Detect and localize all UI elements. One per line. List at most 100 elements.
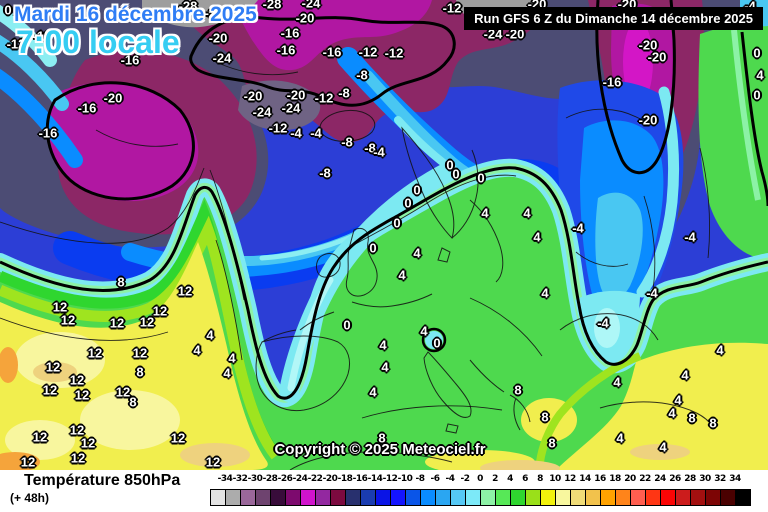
scale-tick-label: 28 bbox=[684, 474, 696, 484]
temp-label: -20 bbox=[527, 0, 547, 12]
scale-tick-label: -24 bbox=[292, 474, 308, 484]
scale-cell bbox=[720, 489, 736, 506]
temp-label: 8 bbox=[514, 382, 522, 398]
temp-label: -24 bbox=[483, 26, 503, 42]
temp-label: 12 bbox=[177, 283, 193, 299]
scale-tick-label: -26 bbox=[277, 474, 293, 484]
temp-label: -4 bbox=[597, 315, 609, 331]
temp-label: -16 bbox=[276, 42, 296, 58]
temp-label: -16 bbox=[602, 74, 622, 90]
temp-label: -24 bbox=[281, 100, 301, 116]
bright-magenta-core bbox=[623, 20, 653, 104]
temperature-field-map bbox=[0, 0, 768, 470]
scale-tick-label: 2 bbox=[492, 474, 498, 484]
scale-cell bbox=[375, 489, 391, 506]
temp-label: 12 bbox=[60, 312, 76, 328]
temp-label: 12 bbox=[69, 422, 85, 438]
temp-label: -20 bbox=[638, 37, 658, 53]
temp-label: -28 bbox=[178, 0, 198, 14]
temp-label: 4 bbox=[674, 392, 682, 408]
scale-tick-label: 6 bbox=[522, 474, 528, 484]
scale-tick-label: -12 bbox=[382, 474, 398, 484]
scale-cell bbox=[285, 489, 301, 506]
temp-label: -12 bbox=[442, 0, 462, 16]
scale-cell bbox=[675, 489, 691, 506]
temp-label: -12 bbox=[6, 36, 26, 52]
scale-cell bbox=[450, 489, 466, 506]
temp-label: -16 bbox=[280, 25, 300, 41]
legend-bar: Température 850hPa (+ 48h) -34 -32 -30 -28-… bbox=[0, 470, 768, 512]
coastlines bbox=[255, 109, 713, 470]
temp-label: -20 bbox=[505, 26, 525, 42]
temp-label: -8 bbox=[338, 85, 350, 101]
temp-label: -20 bbox=[243, 88, 263, 104]
temp-label: 8 bbox=[548, 435, 556, 451]
temp-label: 4 bbox=[193, 342, 201, 358]
temp-label: 8 bbox=[117, 274, 125, 290]
scale-tick-label: 34 bbox=[729, 474, 741, 484]
temp-label: -4 bbox=[373, 144, 385, 160]
temp-label: 4 bbox=[681, 367, 689, 383]
temp-label: -20 bbox=[208, 30, 228, 46]
temp-label: 4 bbox=[481, 205, 489, 221]
temp-label: 0 bbox=[753, 45, 761, 61]
scale-cell bbox=[240, 489, 256, 506]
temp-label: 8 bbox=[709, 415, 717, 431]
temp-label: 0 bbox=[433, 335, 441, 351]
temp-label: 0 bbox=[413, 182, 421, 198]
temp-label: -8 bbox=[319, 165, 331, 181]
temp-label: 12 bbox=[69, 372, 85, 388]
scale-cell bbox=[540, 489, 556, 506]
temp-label: 12 bbox=[42, 382, 58, 398]
temp-label: -24 bbox=[252, 104, 272, 120]
scale-tick-label: -34 bbox=[217, 474, 233, 484]
scale-cell bbox=[225, 489, 241, 506]
temp-label: 0 bbox=[753, 87, 761, 103]
scale-cell bbox=[555, 489, 571, 506]
temp-label: 8 bbox=[688, 410, 696, 426]
scale-tick-label: -16 bbox=[352, 474, 368, 484]
temp-label: 4 bbox=[369, 384, 377, 400]
weather-map[interactable]: 0 -4 -12 -12 -16 -20 -16 -16 -28 -24 -20 -24 -28 -24-… bbox=[0, 0, 768, 470]
temp-label: -28 bbox=[262, 0, 282, 12]
corner-bands bbox=[0, 4, 83, 168]
scale-cell bbox=[690, 489, 706, 506]
gray-purple-patch bbox=[238, 80, 321, 131]
temp-label: 4 bbox=[756, 67, 764, 83]
scale-tick-label: 4 bbox=[507, 474, 513, 484]
temp-label: 0 bbox=[369, 240, 377, 256]
run-info-box: Run GFS 6 Z du Dimanche 14 décembre 2025 bbox=[464, 7, 763, 30]
scale-cell bbox=[405, 489, 421, 506]
temp-label: -4 bbox=[290, 125, 302, 141]
scale-cell bbox=[360, 489, 376, 506]
scale-tick-label: 18 bbox=[609, 474, 621, 484]
temp-label: 12 bbox=[74, 387, 90, 403]
temp-label: -4 bbox=[684, 229, 696, 245]
southwest-warm-sector bbox=[0, 199, 281, 470]
scale-tick-label: 32 bbox=[714, 474, 726, 484]
temp-label: 12 bbox=[87, 345, 103, 361]
temp-label: -16 bbox=[120, 52, 140, 68]
scale-tick-label: -28 bbox=[262, 474, 278, 484]
scale-cell bbox=[735, 489, 751, 506]
temp-label: -4 bbox=[572, 220, 584, 236]
temp-label: 0 bbox=[404, 195, 412, 211]
temp-label: -4 bbox=[744, 0, 756, 13]
temp-label: 0 bbox=[452, 166, 460, 182]
temp-label: -20 bbox=[617, 0, 637, 12]
temp-label: -16 bbox=[77, 100, 97, 116]
scale-tick-label: 24 bbox=[654, 474, 666, 484]
scale-cell bbox=[330, 489, 346, 506]
scale-tick-label: 26 bbox=[669, 474, 681, 484]
scale-tick-label: 8 bbox=[537, 474, 543, 484]
temp-label: 12 bbox=[80, 435, 96, 451]
color-scale: -34 -32 -30 -28 -26 -24 -22 -20 -18 -16 -14 -12 -10-… bbox=[0, 470, 768, 512]
temp-label: -16 bbox=[38, 125, 58, 141]
scale-tick-label: -8 bbox=[415, 474, 426, 484]
scale-cell bbox=[495, 489, 511, 506]
temp-label: 12 bbox=[45, 359, 61, 375]
scale-tick-label: 16 bbox=[594, 474, 606, 484]
temp-label: 4 bbox=[379, 337, 387, 353]
temp-label: 8 bbox=[541, 409, 549, 425]
